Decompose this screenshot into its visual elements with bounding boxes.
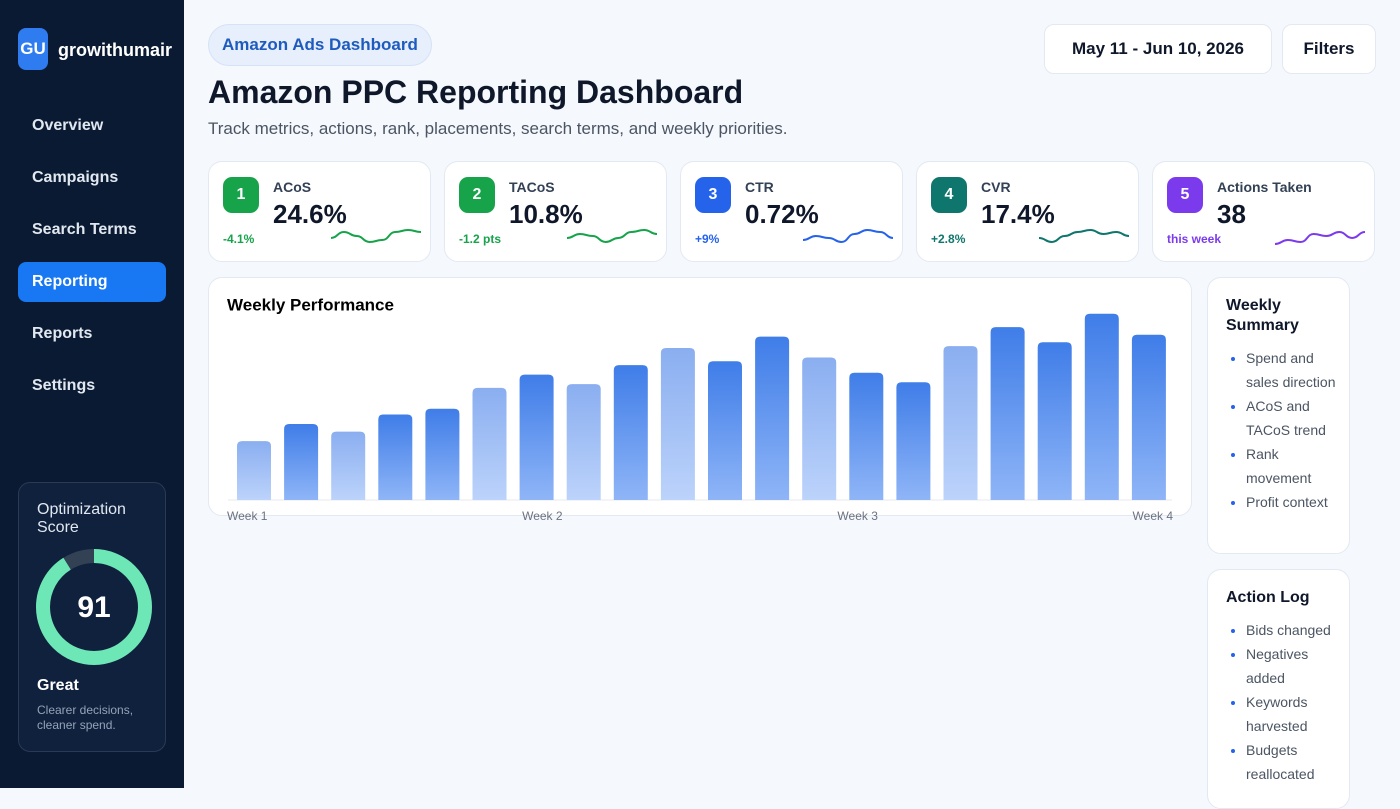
x-tick-label: Week 1 <box>227 509 268 523</box>
kpi-delta: -4.1% <box>223 232 255 246</box>
score-rating: Great <box>37 677 79 694</box>
panel-list: Bids changedNegatives addedKeywords harv… <box>1226 618 1339 786</box>
bar <box>425 408 460 500</box>
sparkline <box>802 228 894 244</box>
nav-item[interactable]: Search Terms <box>32 221 137 238</box>
score-value: 91 <box>77 591 110 624</box>
chart-title: Weekly Performance <box>227 295 394 314</box>
kpi-number: 5 <box>1167 177 1203 213</box>
sparkline <box>1038 228 1130 244</box>
kpi-delta: -1.2 pts <box>459 232 502 246</box>
bar <box>284 424 319 500</box>
kpi-delta: +9% <box>695 232 720 246</box>
sparkline-line <box>802 228 894 244</box>
sparkline <box>330 228 422 244</box>
sparkline-line <box>566 228 658 244</box>
gauge: 91 <box>36 549 152 665</box>
score-title: Optimization Score <box>37 501 126 536</box>
bar <box>660 348 695 500</box>
kpi-delta: this week <box>1167 232 1222 246</box>
kpi-card: 4 CVR 17.4% +2.8% <box>916 161 1139 262</box>
panel-list: Spend and sales directionACoS and TACoS … <box>1226 346 1339 514</box>
nav-item[interactable]: Settings <box>32 377 96 394</box>
kpi-number: 1 <box>223 177 259 213</box>
kpi-value: 38 <box>1217 199 1246 229</box>
panel: Weekly Summary Spend and sales directionA… <box>1207 277 1350 554</box>
bar <box>519 374 554 500</box>
nav-item[interactable]: Overview <box>32 117 104 134</box>
score-note: Clearer decisions, cleaner spend. <box>37 703 134 732</box>
bar <box>990 327 1025 500</box>
bar <box>566 384 601 500</box>
kpi-delta: +2.8% <box>931 232 966 246</box>
filters-button[interactable]: Filters <box>1282 24 1376 74</box>
kpi-value: 10.8% <box>509 199 583 229</box>
kpi-value: 0.72% <box>745 199 819 229</box>
bar <box>943 346 978 500</box>
kpi-number: 2 <box>459 177 495 213</box>
logo: GU <box>18 28 48 70</box>
date-range[interactable]: May 11 - Jun 10, 2026 <box>1044 24 1272 74</box>
sparkline-line <box>1038 228 1130 244</box>
panel-title: Weekly Summary <box>1226 297 1299 334</box>
sparkline <box>1274 230 1366 245</box>
kpi-label: CVR <box>981 179 1011 195</box>
kpi-value: 24.6% <box>273 199 347 229</box>
brand: growithumair <box>58 40 173 60</box>
panel-item: ACoS and TACoS trend <box>1246 394 1339 442</box>
bar <box>1037 342 1072 500</box>
nav-item[interactable]: Reports <box>32 325 93 342</box>
subtitle: Track metrics, actions, rank, placements… <box>208 119 788 138</box>
bar <box>237 441 271 500</box>
page: GU growithumair Optimization Score 91 Gr… <box>0 0 1400 788</box>
kpi-label: TACoS <box>509 179 555 195</box>
kpi-label: CTR <box>745 179 774 195</box>
panel-item: Rank movement <box>1246 442 1339 490</box>
badge: Amazon Ads Dashboard <box>208 24 432 66</box>
gauge-arc <box>36 549 152 665</box>
bar <box>378 414 413 500</box>
kpi-label: Actions Taken <box>1217 179 1312 195</box>
sparkline-line <box>330 228 422 244</box>
nav-item[interactable]: Campaigns <box>32 169 119 186</box>
bar <box>1131 334 1166 500</box>
bar <box>896 382 931 500</box>
x-tick-label: Week 4 <box>1133 509 1174 523</box>
nav-item[interactable]: Reporting <box>18 262 166 302</box>
chart-card <box>208 277 1192 516</box>
bar <box>708 361 742 500</box>
bar <box>849 372 884 500</box>
panel-item: Negatives added <box>1246 642 1339 690</box>
bar <box>613 365 648 500</box>
kpi-label: ACoS <box>273 179 312 195</box>
page-title: Amazon PPC Reporting Dashboard <box>208 74 744 110</box>
kpi-card: 2 TACoS 10.8% -1.2 pts <box>444 161 667 262</box>
sparkline-line <box>1274 230 1366 245</box>
x-tick-label: Week 3 <box>837 509 878 523</box>
panel-item: Profit context <box>1246 490 1339 514</box>
kpi-value: 17.4% <box>981 199 1055 229</box>
panel-item: Bids changed <box>1246 618 1339 642</box>
bar <box>802 357 837 500</box>
panel: Action Log Bids changedNegatives addedKey… <box>1207 569 1350 809</box>
panel-item: Keywords harvested <box>1246 690 1339 738</box>
bar <box>1084 313 1119 500</box>
bar <box>755 336 790 500</box>
sparkline <box>566 228 658 244</box>
panel-item: Budgets reallocated <box>1246 738 1339 786</box>
panel-item: Spend and sales direction <box>1246 346 1339 394</box>
bar <box>472 387 507 500</box>
chart: Weekly Performance Week 1 Week 2 Week 3 Wee… <box>227 295 1174 523</box>
kpi-card: 5 Actions Taken 38 this week <box>1152 161 1375 262</box>
sidebar: GU growithumair Optimization Score 91 Gr… <box>0 0 184 788</box>
panel-title: Action Log <box>1226 589 1310 606</box>
x-tick-label: Week 2 <box>522 509 563 523</box>
kpi-card: 1 ACoS 24.6% -4.1% <box>208 161 431 262</box>
kpi-number: 4 <box>931 177 967 213</box>
kpi-number: 3 <box>695 177 731 213</box>
kpi-card: 3 CTR 0.72% +9% <box>680 161 903 262</box>
bar <box>331 431 366 500</box>
score-card: Optimization Score 91 Great Clearer deci… <box>18 482 166 752</box>
